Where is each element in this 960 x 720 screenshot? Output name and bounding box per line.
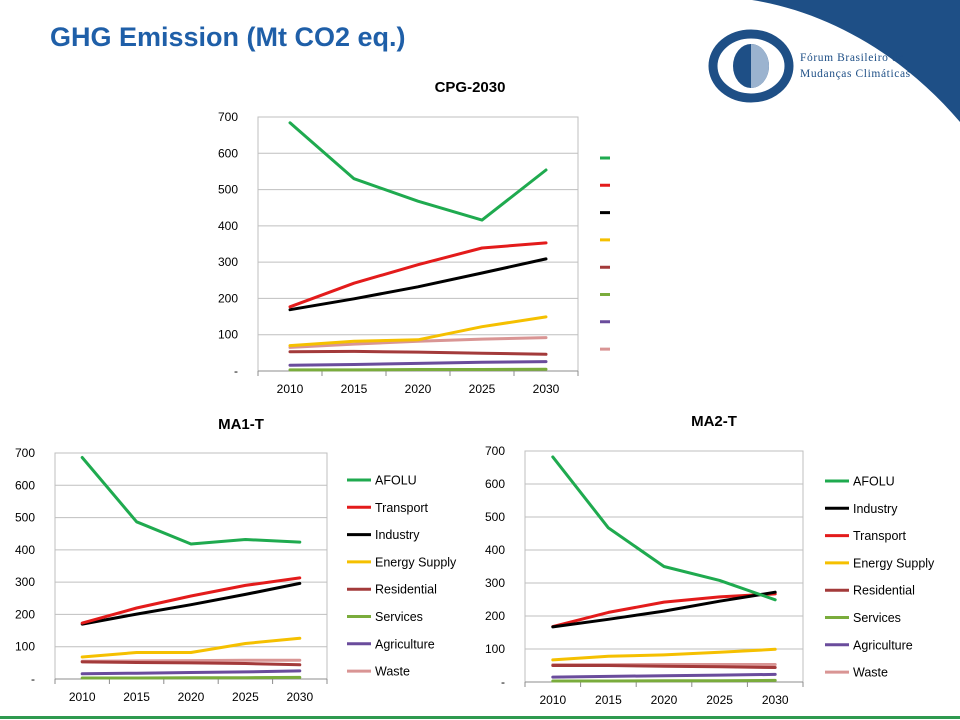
legend-label: Industry xyxy=(375,528,420,542)
legend-label: Energy Supply xyxy=(853,556,935,570)
legend-label: Services xyxy=(853,611,901,625)
series-line-transport xyxy=(551,592,777,629)
y-tick-label: 500 xyxy=(485,510,505,524)
logo-text-line2: Mudanças Climáticas xyxy=(800,68,911,80)
legend-label: Waste xyxy=(375,665,410,679)
y-tick-label: 400 xyxy=(218,219,238,233)
y-tick-label: 100 xyxy=(15,640,35,654)
x-tick-label: 2025 xyxy=(469,382,496,396)
slide-title: GHG Emission (Mt CO2 eq.) xyxy=(50,22,406,52)
bottom-divider xyxy=(0,716,960,719)
series-line-industry xyxy=(80,581,302,626)
legend-label: Energy Supply xyxy=(375,555,457,569)
series-line-afolu xyxy=(80,456,302,546)
series-line-energy-supply xyxy=(551,647,777,662)
series-line-residential xyxy=(551,664,777,669)
series-line-services xyxy=(80,675,302,680)
y-tick-label: 200 xyxy=(15,607,35,621)
x-tick-label: 2010 xyxy=(539,693,566,707)
series-line-services xyxy=(288,367,548,372)
y-tick-label: 400 xyxy=(15,543,35,557)
series-line-transport xyxy=(288,241,548,309)
x-tick-label: 2015 xyxy=(341,382,368,396)
series-line-afolu xyxy=(288,121,548,222)
legend-label: Services xyxy=(375,610,423,624)
y-tick-label: 600 xyxy=(485,477,505,491)
y-tick-label: 500 xyxy=(15,511,35,525)
legend-label: Waste xyxy=(853,666,888,680)
chart-title: MA2-T xyxy=(691,413,737,430)
series-line-industry xyxy=(551,590,777,629)
series-line-residential xyxy=(80,660,302,667)
y-tick-label: - xyxy=(501,675,505,689)
series-line-afolu xyxy=(551,455,777,602)
y-tick-label: 500 xyxy=(218,183,238,197)
x-tick-label: 2030 xyxy=(286,690,313,704)
forum-logo-icon xyxy=(708,29,794,103)
chart-title: CPG-2030 xyxy=(435,79,506,96)
y-tick-label: 200 xyxy=(485,609,505,623)
legend-label: Agriculture xyxy=(375,637,435,651)
y-tick-label: 300 xyxy=(15,575,35,589)
series-line-industry xyxy=(288,257,548,312)
series-line-agriculture xyxy=(551,672,777,679)
legend-label: Transport xyxy=(853,529,907,543)
y-tick-label: 200 xyxy=(218,291,238,305)
chart-ma2-t: MA2-T - 100 200 300 400 500 600 700 2010 2015 2020 2… xyxy=(485,413,935,707)
y-tick-label: 400 xyxy=(485,543,505,557)
x-tick-label: 2030 xyxy=(533,382,560,396)
x-tick-label: 2030 xyxy=(762,693,789,707)
series-line-energy-supply xyxy=(80,636,302,659)
legend-label: AFOLU xyxy=(853,475,895,489)
brand-corner-shape xyxy=(752,0,960,122)
x-tick-label: 2020 xyxy=(178,690,205,704)
series-line-residential xyxy=(288,349,548,356)
chart-cpg-2030: CPG-2030 - 100 200 300 400 500 600 700 2010 2015 20… xyxy=(218,79,610,396)
x-tick-label: 2010 xyxy=(277,382,304,396)
series-line-energy-supply xyxy=(288,315,548,348)
y-tick-label: 700 xyxy=(485,444,505,458)
legend-label: Industry xyxy=(853,502,898,516)
series-line-services xyxy=(551,678,777,683)
y-tick-label: 700 xyxy=(15,446,35,460)
plot-frame xyxy=(54,452,328,680)
y-tick-label: - xyxy=(234,364,238,378)
legend-label: AFOLU xyxy=(375,474,417,488)
legend-label: Residential xyxy=(375,583,437,597)
legend-label: Agriculture xyxy=(853,638,913,652)
y-tick-label: 700 xyxy=(218,110,238,124)
x-tick-label: 2025 xyxy=(706,693,733,707)
x-tick-label: 2020 xyxy=(405,382,432,396)
x-tick-label: 2020 xyxy=(651,693,678,707)
y-tick-label: - xyxy=(31,672,35,686)
x-tick-label: 2025 xyxy=(232,690,259,704)
logo-text-line1: Fórum Brasileiro de xyxy=(800,52,905,64)
y-tick-label: 300 xyxy=(485,576,505,590)
series-line-agriculture xyxy=(80,669,302,676)
series-line-transport xyxy=(80,576,302,625)
legend-label: Residential xyxy=(853,584,915,598)
x-tick-label: 2015 xyxy=(595,693,622,707)
y-tick-label: 600 xyxy=(15,478,35,492)
chart-ma1-t: MA1-T - 100 200 300 400 500 600 700 2010 2015 2020 2… xyxy=(15,416,457,704)
x-tick-label: 2015 xyxy=(123,690,150,704)
series-line-agriculture xyxy=(288,360,548,367)
y-tick-label: 100 xyxy=(485,642,505,656)
y-tick-label: 100 xyxy=(218,328,238,342)
y-tick-label: 300 xyxy=(218,255,238,269)
x-tick-label: 2010 xyxy=(69,690,96,704)
y-tick-label: 600 xyxy=(218,146,238,160)
legend-label: Transport xyxy=(375,501,429,515)
chart-title: MA1-T xyxy=(218,416,264,433)
